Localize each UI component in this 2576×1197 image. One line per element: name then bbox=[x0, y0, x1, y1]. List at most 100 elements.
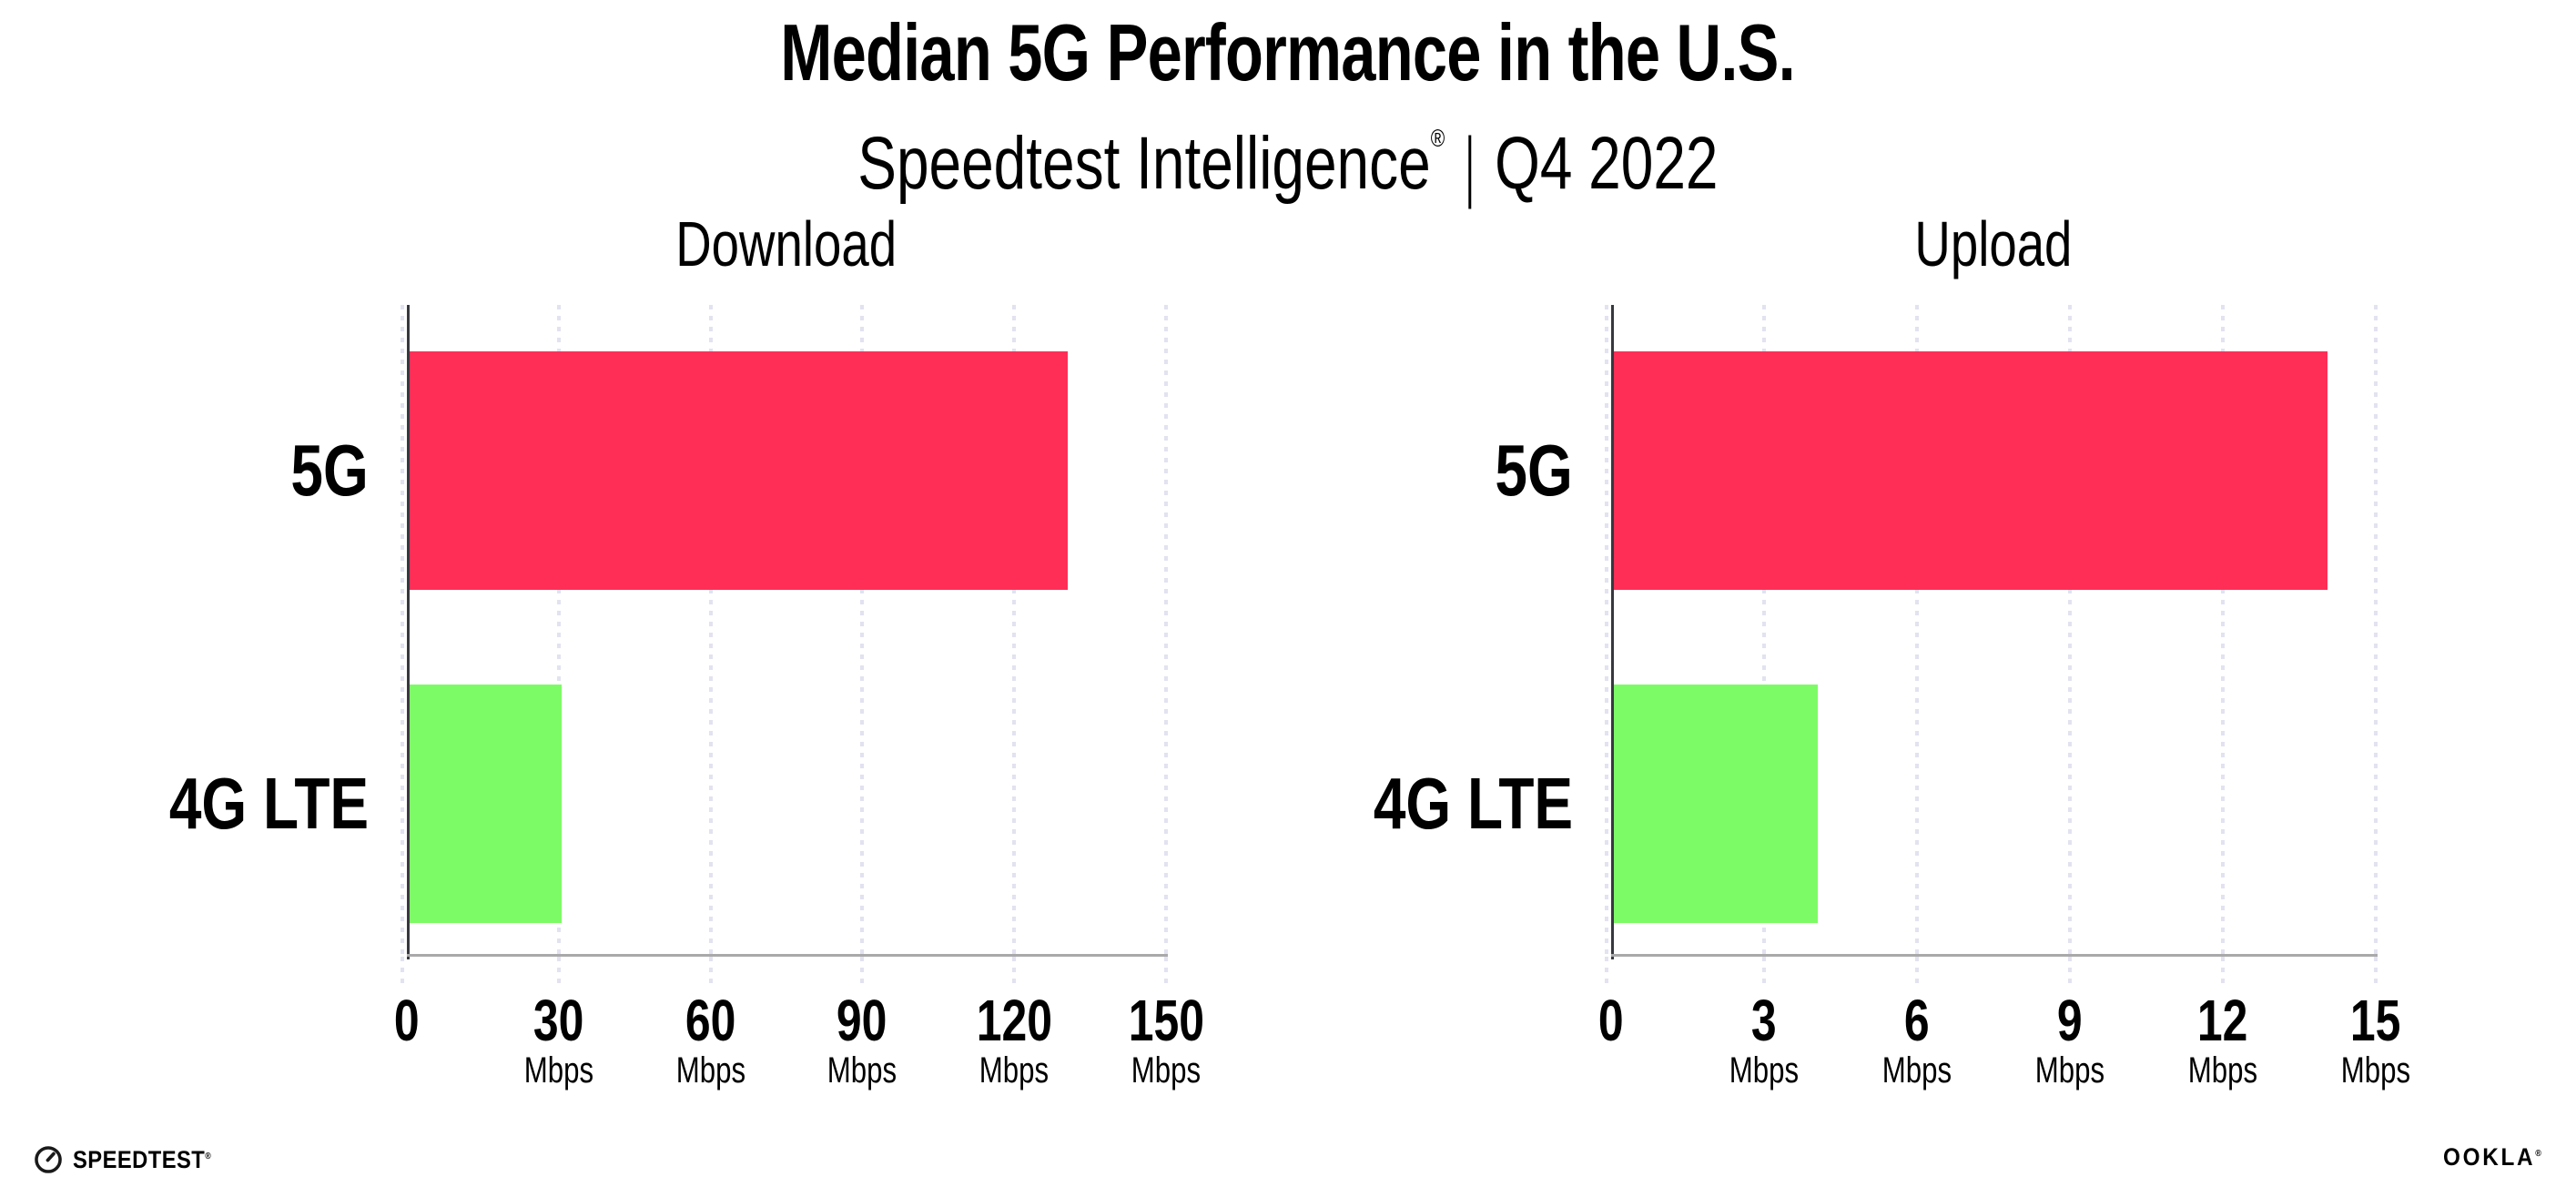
x-tick-value: 90 bbox=[837, 988, 887, 1053]
plot-download bbox=[401, 305, 1168, 988]
subtitle-separator: | bbox=[1465, 122, 1475, 209]
chart-title-upload: Upload bbox=[1611, 208, 2376, 280]
x-tick-unit-150: Mbps bbox=[1066, 1049, 1266, 1092]
x-tick-mark-12 bbox=[2221, 957, 2225, 988]
x-tick-label-90: 90 bbox=[762, 989, 962, 1052]
page-title: Median 5G Performance in the U.S. bbox=[0, 9, 2576, 96]
y-label-text: 4G LTE bbox=[1373, 763, 1573, 844]
x-tick-unit-text: Mbps bbox=[2340, 1050, 2411, 1090]
speedtest-wordmark: SPEEDTEST® bbox=[73, 1146, 211, 1174]
x-tick-mark-120 bbox=[1012, 957, 1016, 988]
ookla-wordmark: OOKLA® bbox=[2443, 1143, 2541, 1172]
x-tick-unit-text: Mbps bbox=[675, 1050, 746, 1090]
y-label-text: 5G bbox=[1495, 430, 1573, 511]
gridline-0mbps bbox=[1605, 305, 1608, 954]
chart-title-text: Upload bbox=[1914, 208, 2073, 279]
x-tick-unit-15: Mbps bbox=[2276, 1049, 2476, 1092]
y-axis-line-upload bbox=[1611, 305, 1614, 959]
y-label-text: 5G bbox=[290, 430, 369, 511]
x-tick-label-60: 60 bbox=[611, 989, 811, 1052]
x-tick-value: 15 bbox=[2350, 988, 2401, 1053]
chart-title-text: Download bbox=[675, 208, 898, 279]
x-tick-unit-90: Mbps bbox=[762, 1049, 962, 1092]
x-tick-unit-9: Mbps bbox=[1970, 1049, 2170, 1092]
x-tick-unit-12: Mbps bbox=[2123, 1049, 2323, 1092]
x-tick-label-0: 0 bbox=[1511, 989, 1711, 1052]
x-tick-unit-text: Mbps bbox=[1881, 1050, 1952, 1090]
x-tick-unit-text: Mbps bbox=[2034, 1050, 2105, 1090]
gridline-12mbps bbox=[2221, 305, 2225, 954]
x-tick-unit-text: Mbps bbox=[2187, 1050, 2258, 1090]
subtitle-period: Q4 2022 bbox=[1495, 122, 1719, 205]
ookla-registered-icon: ® bbox=[2535, 1149, 2541, 1159]
x-tick-label-120: 120 bbox=[914, 989, 1114, 1052]
x-tick-value: 150 bbox=[1128, 988, 1204, 1053]
x-tick-value: 0 bbox=[1598, 988, 1624, 1053]
bar-5g-upload bbox=[1614, 351, 2328, 590]
x-tick-unit-3: Mbps bbox=[1664, 1049, 1864, 1092]
x-tick-mark-3 bbox=[1762, 957, 1766, 988]
y-label-text: 4G LTE bbox=[168, 763, 369, 844]
x-tick-unit-120: Mbps bbox=[914, 1049, 1114, 1092]
x-tick-label-30: 30 bbox=[459, 989, 659, 1052]
gridline-9mbps bbox=[2068, 305, 2072, 954]
y-label-5g-download: 5G bbox=[41, 421, 369, 521]
x-tick-value: 30 bbox=[533, 988, 584, 1053]
page-title-text: Median 5G Performance in the U.S. bbox=[780, 7, 1797, 97]
bar-5g-download bbox=[410, 351, 1068, 590]
ookla-logo: OOKLA® bbox=[2432, 1143, 2541, 1172]
x-tick-unit-6: Mbps bbox=[1817, 1049, 2017, 1092]
x-tick-value: 60 bbox=[685, 988, 736, 1053]
x-tick-mark-60 bbox=[709, 957, 713, 988]
x-tick-value: 120 bbox=[976, 988, 1052, 1053]
speedtest-label: SPEEDTEST bbox=[73, 1145, 206, 1173]
bar-4g-lte-upload bbox=[1614, 685, 1818, 923]
speedtest-registered-icon: ® bbox=[205, 1151, 212, 1161]
page-subtitle: Speedtest Intelligence® | Q4 2022 bbox=[0, 95, 2576, 209]
x-tick-unit-30: Mbps bbox=[459, 1049, 659, 1092]
x-tick-mark-6 bbox=[1915, 957, 1919, 988]
x-tick-label-150: 150 bbox=[1066, 989, 1266, 1052]
bar-4g-lte-download bbox=[410, 685, 562, 923]
x-tick-label-6: 6 bbox=[1817, 989, 2017, 1052]
x-tick-unit-text: Mbps bbox=[523, 1050, 594, 1090]
subtitle-text: Speedtest Intelligence® | Q4 2022 bbox=[857, 95, 1718, 209]
x-tick-mark-90 bbox=[860, 957, 864, 988]
x-tick-mark-150 bbox=[1164, 957, 1168, 988]
plot-upload bbox=[1605, 305, 2378, 988]
chart-title-download: Download bbox=[407, 208, 1166, 280]
gridline-120mbps bbox=[1012, 305, 1016, 954]
x-axis-line-download bbox=[407, 954, 1168, 957]
x-tick-unit-text: Mbps bbox=[979, 1050, 1050, 1090]
gridline-60mbps bbox=[709, 305, 713, 954]
x-tick-mark-15 bbox=[2374, 957, 2378, 988]
ookla-label: OOKLA bbox=[2443, 1143, 2536, 1171]
x-tick-unit-text: Mbps bbox=[1729, 1050, 1800, 1090]
gridline-3mbps bbox=[1762, 305, 1766, 954]
x-tick-mark-9 bbox=[2068, 957, 2072, 988]
gridline-6mbps bbox=[1915, 305, 1919, 954]
x-tick-unit-text: Mbps bbox=[827, 1050, 898, 1090]
header: Median 5G Performance in the U.S. bbox=[0, 9, 2576, 96]
y-label-4g-lte-download: 4G LTE bbox=[41, 754, 369, 854]
registered-trademark-icon: ® bbox=[1430, 125, 1445, 152]
x-tick-value: 3 bbox=[1751, 988, 1777, 1053]
x-tick-value: 12 bbox=[2197, 988, 2248, 1053]
gridline-90mbps bbox=[860, 305, 864, 954]
x-tick-mark-0 bbox=[1605, 957, 1608, 988]
subtitle-brand: Speedtest Intelligence bbox=[857, 122, 1431, 205]
y-label-5g-upload: 5G bbox=[1245, 421, 1573, 521]
gridline-15mbps bbox=[2374, 305, 2378, 954]
x-tick-unit-text: Mbps bbox=[1131, 1050, 1202, 1090]
x-tick-value: 9 bbox=[2057, 988, 2083, 1053]
y-axis-line-download bbox=[407, 305, 410, 959]
x-tick-label-9: 9 bbox=[1970, 989, 2170, 1052]
y-label-4g-lte-upload: 4G LTE bbox=[1245, 754, 1573, 854]
x-tick-label-15: 15 bbox=[2276, 989, 2476, 1052]
gridline-30mbps bbox=[557, 305, 561, 954]
x-tick-unit-60: Mbps bbox=[611, 1049, 811, 1092]
x-tick-label-3: 3 bbox=[1664, 989, 1864, 1052]
x-tick-mark-30 bbox=[557, 957, 561, 988]
x-tick-value: 0 bbox=[394, 988, 420, 1053]
x-tick-value: 6 bbox=[1904, 988, 1930, 1053]
